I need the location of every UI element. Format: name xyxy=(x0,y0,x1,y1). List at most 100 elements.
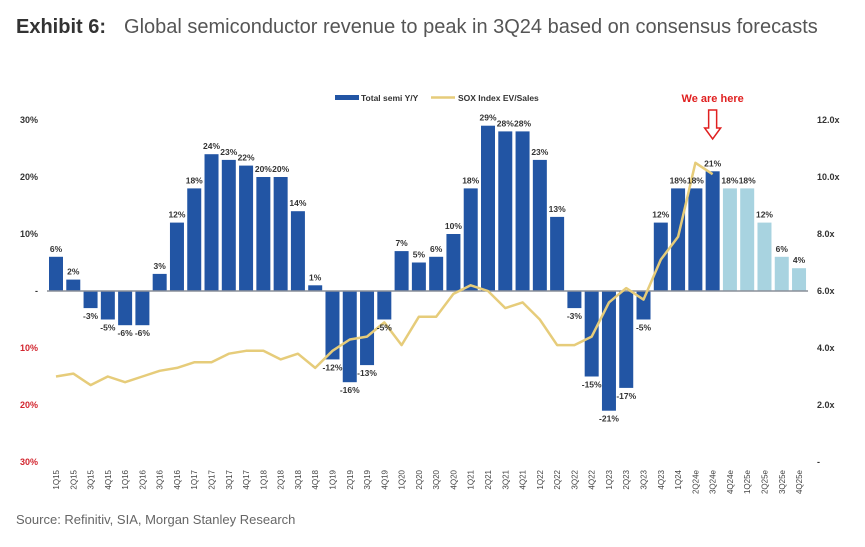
bar-data-label: -3% xyxy=(83,311,99,321)
x-category-label: 2Q20 xyxy=(415,469,424,489)
bar-data-label: 29% xyxy=(479,113,496,123)
y-left-tick-label: 10% xyxy=(20,343,38,353)
x-category-label: 2Q21 xyxy=(484,469,493,489)
bar-data-label: -5% xyxy=(377,323,393,333)
bar xyxy=(308,285,323,291)
x-category-label: 4Q19 xyxy=(380,469,389,489)
bar xyxy=(83,291,98,309)
bar-data-label: -15% xyxy=(582,380,602,390)
bar xyxy=(377,291,392,320)
bar-data-label: 7% xyxy=(395,238,408,248)
y-right-tick-label: - xyxy=(817,457,820,467)
x-category-label: 4Q24e xyxy=(726,469,735,494)
bar-data-label: 24% xyxy=(203,141,220,151)
x-category-label: 3Q18 xyxy=(294,469,303,489)
x-category-label: 4Q22 xyxy=(588,469,597,489)
x-category-label: 3Q20 xyxy=(432,469,441,489)
x-category-label: 3Q25e xyxy=(778,469,787,494)
x-category-label: 1Q18 xyxy=(259,469,268,489)
bar-data-label: 23% xyxy=(220,147,237,157)
x-category-label: 2Q25e xyxy=(760,469,769,494)
bar-data-label: 18% xyxy=(670,175,687,185)
bar xyxy=(49,256,63,291)
bar-data-labels: 6%2%-3%-5%-6% -6%3%12%18%24%23%22%20% 20%1… xyxy=(50,113,806,424)
y-right-tick-label: 8.0x xyxy=(817,229,835,239)
bars-total-semi xyxy=(49,125,807,411)
y-right-tick-label: 12.0x xyxy=(817,115,840,125)
bar xyxy=(481,125,495,291)
y-left-tick-label: 20% xyxy=(20,172,38,182)
x-category-label: 1Q19 xyxy=(328,469,337,489)
y-right-tick-label: 6.0x xyxy=(817,286,835,296)
x-category-label: 3Q24e xyxy=(709,469,718,494)
x-category-label: 3Q15 xyxy=(87,469,96,489)
x-category-label: 4Q15 xyxy=(104,469,113,489)
legend-swatch-total-semi xyxy=(335,95,359,100)
bar xyxy=(601,291,616,411)
bar-data-label: -5% xyxy=(100,323,116,333)
bar-data-label: 28% xyxy=(514,118,531,128)
x-category-label: 1Q20 xyxy=(398,469,407,489)
x-category-label: 1Q21 xyxy=(467,469,476,489)
bar xyxy=(619,291,634,388)
x-category-label: 4Q17 xyxy=(242,469,251,489)
bar-data-label: 1% xyxy=(309,272,322,282)
x-category-label: 1Q15 xyxy=(52,469,61,489)
bar-data-label: 4% xyxy=(793,255,806,265)
bar-data-label: 23% xyxy=(531,147,548,157)
x-category-label: 3Q22 xyxy=(570,469,579,489)
title-text: Global semiconductor revenue to peak in … xyxy=(124,16,818,38)
x-category-label: 2Q15 xyxy=(69,469,78,489)
bar xyxy=(740,188,755,291)
bar-data-label: 18% xyxy=(687,175,704,185)
x-category-label: 2Q16 xyxy=(138,469,147,489)
y-right-tick-label: 10.0x xyxy=(817,172,840,182)
bar xyxy=(792,268,807,291)
y-left-tick-label: - xyxy=(35,286,38,296)
bar-data-label: 18% xyxy=(721,175,738,185)
bar xyxy=(722,188,737,291)
x-category-label: 1Q24 xyxy=(674,469,683,489)
bar xyxy=(498,131,513,291)
bar-data-label: 18% xyxy=(462,175,479,185)
x-category-label: 4Q21 xyxy=(519,469,528,489)
bar-data-label: 13% xyxy=(549,204,566,214)
x-category-label: 4Q23 xyxy=(657,469,666,489)
bar-data-label: 12% xyxy=(652,210,669,220)
x-category-label: 1Q25e xyxy=(743,469,752,494)
x-category-label: 4Q20 xyxy=(449,469,458,489)
bar xyxy=(118,291,133,326)
bar xyxy=(221,159,236,291)
chart-title: Exhibit 6: Global semiconductor revenue t… xyxy=(16,12,856,43)
x-category-label: 3Q16 xyxy=(156,469,165,489)
x-category-label: 2Q19 xyxy=(346,469,355,489)
bar xyxy=(325,291,340,360)
x-category-label: 3Q21 xyxy=(501,469,510,489)
bar xyxy=(446,234,461,291)
y-left-tick-label: 10% xyxy=(20,229,38,239)
exhibit-label: Exhibit 6: xyxy=(16,16,107,38)
bar xyxy=(273,177,288,291)
x-axis-categories: 1Q15 2Q15 3Q15 4Q15 1Q16 2Q16 3Q16 4Q16 1Q17 2Q17… xyxy=(52,469,804,494)
bar-data-label: -21% xyxy=(599,414,619,424)
bar xyxy=(515,131,530,291)
bar-data-label: -5% xyxy=(636,323,652,333)
x-category-label: 2Q17 xyxy=(208,469,217,489)
bar-data-label: 6% xyxy=(430,244,443,254)
bar xyxy=(567,291,582,309)
bar-data-label: 21% xyxy=(704,158,721,168)
bar-data-label: 22% xyxy=(238,153,255,163)
x-category-label: 2Q23 xyxy=(622,469,631,489)
bar-data-label: 20% xyxy=(272,164,289,174)
x-category-label: 3Q23 xyxy=(640,469,649,489)
bar xyxy=(653,222,668,291)
bar xyxy=(705,171,720,291)
bar xyxy=(342,291,357,383)
x-category-label: 1Q16 xyxy=(121,469,130,489)
bar xyxy=(550,216,565,291)
line-sox-ev-sales xyxy=(55,161,714,387)
annotation-we-are-here: We are here xyxy=(682,93,744,141)
bar xyxy=(463,188,478,291)
bar xyxy=(532,159,547,291)
legend-label-total-semi: Total semi Y/Y xyxy=(361,93,419,103)
